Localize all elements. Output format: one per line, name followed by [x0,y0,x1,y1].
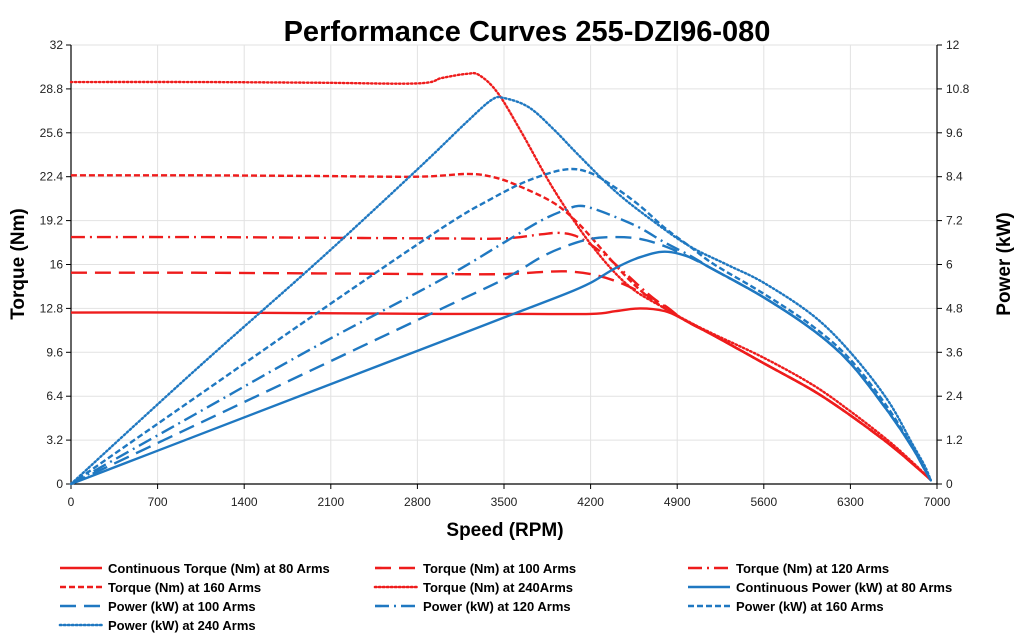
legend-label-10: Power (kW) at 240 Arms [108,618,256,633]
x-tick-label: 5600 [750,495,777,509]
y-right-tick-label: 8.4 [946,170,963,184]
y-left-tick-label: 32 [50,38,64,52]
series-line-3 [70,231,932,481]
y-right-tick-label: 10.8 [946,82,970,96]
x-tick-label: 700 [148,495,168,509]
x-tick-label: 6300 [837,495,864,509]
tick-labels: 0 700 1400 2100 2800 3500 4200 4900 5600 6300 7000… [40,38,970,509]
x-tick-label: 4900 [664,495,691,509]
y-axis-right-title: Power (kW) [994,212,1015,315]
y-right-tick-label: 4.8 [946,301,963,315]
x-tick-label: 1400 [231,495,258,509]
y-right-tick-label: 7.2 [946,214,963,228]
y-left-tick-label: 16 [50,258,64,272]
y-right-tick-label: 1.2 [946,433,963,447]
y-left-tick-label: 3.2 [46,433,63,447]
chart-title: Performance Curves 255-DZI96-080 [284,16,771,48]
series-lines [69,71,933,486]
grid-lines [70,44,938,485]
y-right-tick-label: 0 [946,477,953,491]
y-left-tick-label: 0 [56,477,63,491]
x-tick-label: 3500 [491,495,518,509]
x-tick-label: 2100 [317,495,344,509]
legend-label-6: Continuous Power (kW) at 80 Arms [736,580,952,595]
y-right-tick-label: 2.4 [946,389,963,403]
y-left-tick-label: 6.4 [46,389,63,403]
x-tick-label: 2800 [404,495,431,509]
legend-label-8: Power (kW) at 120 Arms [423,599,571,614]
legend-label-9: Power (kW) at 160 Arms [736,599,884,614]
legend-label-3: Torque (Nm) at 120 Arms [736,561,889,576]
y-right-tick-label: 9.6 [946,126,963,140]
series-line-6 [70,250,932,486]
y-left-tick-label: 9.6 [46,345,63,359]
y-left-tick-label: 22.4 [40,170,64,184]
series-line-9 [70,167,932,485]
series-line-5 [69,71,933,482]
series-line-2 [70,270,932,481]
x-tick-label: 0 [68,495,75,509]
legend-label-4: Torque (Nm) at 160 Arms [108,580,261,595]
y-axis-left-title: Torque (Nm) [8,208,29,320]
legend-label-2: Torque (Nm) at 100 Arms [423,561,576,576]
x-tick-label: 7000 [924,495,951,509]
y-left-tick-label: 25.6 [40,126,64,140]
series-line-10 [69,95,933,486]
legend-label-1: Continuous Torque (Nm) at 80 Arms [108,561,330,576]
y-left-tick-label: 12.8 [40,301,64,315]
series-line-8 [70,204,932,486]
x-axis-title: Speed (RPM) [446,520,563,541]
x-tick-label: 4200 [577,495,604,509]
y-right-tick-label: 3.6 [946,345,963,359]
y-right-tick-label: 12 [946,38,960,52]
axes [66,44,942,489]
legend-label-5: Torque (Nm) at 240Arms [423,580,573,595]
legend-label-7: Power (kW) at 100 Arms [108,599,256,614]
y-left-tick-label: 28.8 [40,82,64,96]
y-right-tick-label: 6 [946,258,953,272]
y-left-tick-label: 19.2 [40,214,64,228]
legend: Continuous Torque (Nm) at 80 Arms Torque … [58,561,952,633]
series-line-7 [70,235,932,486]
